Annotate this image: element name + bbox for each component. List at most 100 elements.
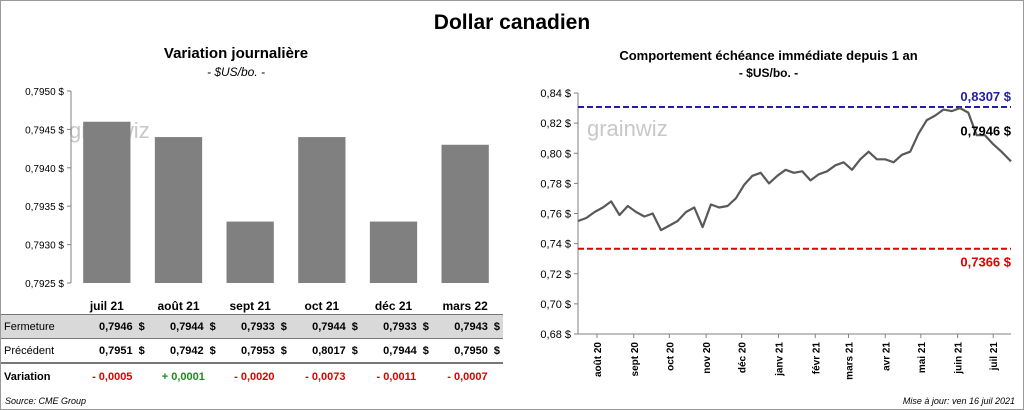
bar-y-tick-label: 0,7925 $ — [25, 279, 64, 290]
source-note: Source: CME Group — [5, 396, 87, 406]
line-x-tick-label: juil 21 — [989, 342, 1000, 372]
cell-unit: $ — [351, 344, 358, 357]
cell-value: 0,7944 — [170, 320, 204, 333]
line-y-tick-label: 0,80 $ — [540, 148, 571, 160]
cell-value: 0,7933 — [241, 320, 275, 333]
price-summary-table: Fermeture 0,7946 $0,7944 $0,7933 $0,7944 $0,7… — [1, 314, 503, 390]
cell-value: 0,7946 — [98, 320, 133, 333]
bar-x-label: août 21 — [157, 299, 199, 313]
line-x-tick-label: août 20 — [593, 342, 604, 377]
cell-value: 0,8017 — [312, 344, 346, 357]
line-y-tick-label: 0,70 $ — [540, 299, 571, 311]
table-row: Précédent 0,7951 $0,7942 $0,7953 $ 0,8017 $0,7… — [1, 338, 503, 364]
cell-unit: $ — [493, 344, 500, 357]
table-cell: 0,7933 $ — [218, 314, 290, 339]
cell-value: - 0,0073 — [305, 371, 346, 383]
cell-unit: $ — [209, 344, 216, 357]
row-label: Précédent — [1, 338, 77, 364]
cell-unit: $ — [209, 320, 216, 333]
bar-series — [83, 121, 489, 283]
bar — [226, 221, 274, 283]
last-value-label: 0,7946 $ — [960, 123, 1011, 138]
line-x-tick-label: mars 21 — [844, 342, 855, 380]
bar — [298, 137, 346, 283]
cell-value: 0,7944 — [383, 344, 417, 357]
table-cell: 0,7951 $ — [76, 338, 148, 364]
cell-unit: $ — [493, 320, 500, 333]
table-cell: - 0,0005 — [77, 363, 148, 390]
line-x-tick-label: juin 21 — [954, 342, 965, 375]
bar-y-tick-label: 0,7930 $ — [25, 241, 64, 252]
line-y-tick-label: 0,68 $ — [540, 329, 571, 341]
table-cell: - 0,0073 — [290, 363, 361, 390]
bar-x-label: sept 21 — [229, 299, 271, 313]
bar-x-label: mars 22 — [442, 299, 488, 313]
line-y-tick-label: 0,72 $ — [540, 269, 571, 281]
cell-unit: $ — [280, 344, 287, 357]
cell-unit: $ — [422, 320, 429, 333]
cell-value: 0,7933 — [383, 320, 417, 333]
bar-y-tick-label: 0,7950 $ — [25, 87, 64, 98]
bar-x-axis: juil 21 août 21 sept 21 oct 21 déc 21 mars 22 — [89, 299, 488, 313]
line-y-tick-label: 0,84 $ — [540, 88, 571, 100]
bar-x-label: déc 21 — [375, 299, 413, 313]
cell-value: 0,7943 — [454, 320, 488, 333]
cell-value: 0,7951 — [98, 344, 133, 357]
line-x-axis: août 20 sept 20 oct 20 nov 20 déc 20 janv 21 f… — [578, 333, 1011, 380]
cell-value: 0,7950 — [454, 344, 488, 357]
line-y-tick-label: 0,76 $ — [540, 209, 571, 221]
high-value-label: 0,8307 $ — [960, 89, 1011, 104]
daily-variation-bar-chart: grainwiz 0,7925 $0,7930 $0,7935 $0,7940 … — [25, 87, 489, 313]
table-row: Fermeture 0,7946 $0,7944 $0,7933 $0,7944 $0,7… — [1, 314, 503, 339]
table-cell: 0,8017 $ — [289, 338, 361, 364]
line-y-tick-label: 0,82 $ — [540, 118, 571, 130]
row-label: Fermeture — [1, 314, 77, 339]
table-cell: - 0,0007 — [432, 363, 503, 390]
cell-value: - 0,0020 — [234, 371, 275, 383]
page-title: Dollar canadien — [433, 11, 591, 34]
table-cell: - 0,0011 — [361, 363, 432, 390]
line-chart-title: Comportement échéance immédiate depuis 1… — [619, 48, 918, 63]
line-y-tick-label: 0,74 $ — [540, 239, 571, 251]
line-x-tick-label: sept 20 — [630, 342, 641, 377]
cell-value: - 0,0007 — [447, 371, 488, 383]
grainwiz-watermark: grainwiz — [587, 116, 668, 141]
price-line — [577, 106, 1012, 232]
cell-value: - 0,0005 — [92, 371, 133, 383]
line-chart-subtitle: - $US/bo. - — [738, 66, 799, 80]
cell-value: 0,7942 — [170, 344, 204, 357]
cell-value: 0,7944 — [312, 320, 346, 333]
bar-y-tick-label: 0,7935 $ — [25, 202, 64, 213]
cell-unit: $ — [351, 320, 358, 333]
table-cell: 0,7953 $ — [218, 338, 290, 364]
bar-x-label: oct 21 — [304, 299, 339, 313]
line-x-tick-label: oct 20 — [665, 342, 676, 371]
bar — [154, 137, 203, 283]
table-cell: 0,7946 $ — [76, 314, 148, 339]
line-y-axis: 0,68 $ 0,70 $ 0,72 $ 0,74 $ 0,76 $ 0,78 $ 0,80… — [540, 88, 579, 341]
line-x-tick-label: janv 21 — [774, 342, 785, 377]
update-date: Mise à jour: ven 16 juil 2021 — [902, 396, 1015, 406]
line-x-tick-label: déc 20 — [738, 342, 749, 374]
cell-unit: $ — [422, 344, 429, 357]
bar-y-axis: 0,7925 $ 0,7930 $ 0,7935 $ 0,7940 $ 0,7945 $… — [25, 87, 72, 290]
low-value-label: 0,7366 $ — [960, 255, 1011, 270]
table-row: Variation - 0,0005 + 0,0001 - 0,0020 - 0,007… — [1, 363, 503, 390]
table-cell: 0,7950 $ — [431, 338, 503, 364]
line-x-tick-label: avr 21 — [881, 342, 892, 371]
cell-unit: $ — [280, 320, 287, 333]
bar-y-tick-label: 0,7940 $ — [25, 164, 64, 175]
line-x-tick-label: mai 21 — [917, 342, 928, 374]
line-x-tick-label: févr 21 — [811, 342, 822, 375]
bar-y-tick-label: 0,7945 $ — [25, 125, 64, 136]
price-line-series: 0,7946 $ — [577, 106, 1012, 232]
table-cell: 0,7944 $ — [147, 314, 219, 339]
bar-chart-subtitle: - $US/bo. - — [206, 65, 266, 79]
cell-unit: $ — [138, 344, 145, 357]
table-cell: 0,7942 $ — [147, 338, 219, 364]
table-cell: 0,7944 $ — [360, 338, 432, 364]
bar-x-label: juil 21 — [89, 299, 124, 313]
cell-value: + 0,0001 — [161, 371, 205, 383]
table-cell: 0,7944 $ — [289, 314, 361, 339]
